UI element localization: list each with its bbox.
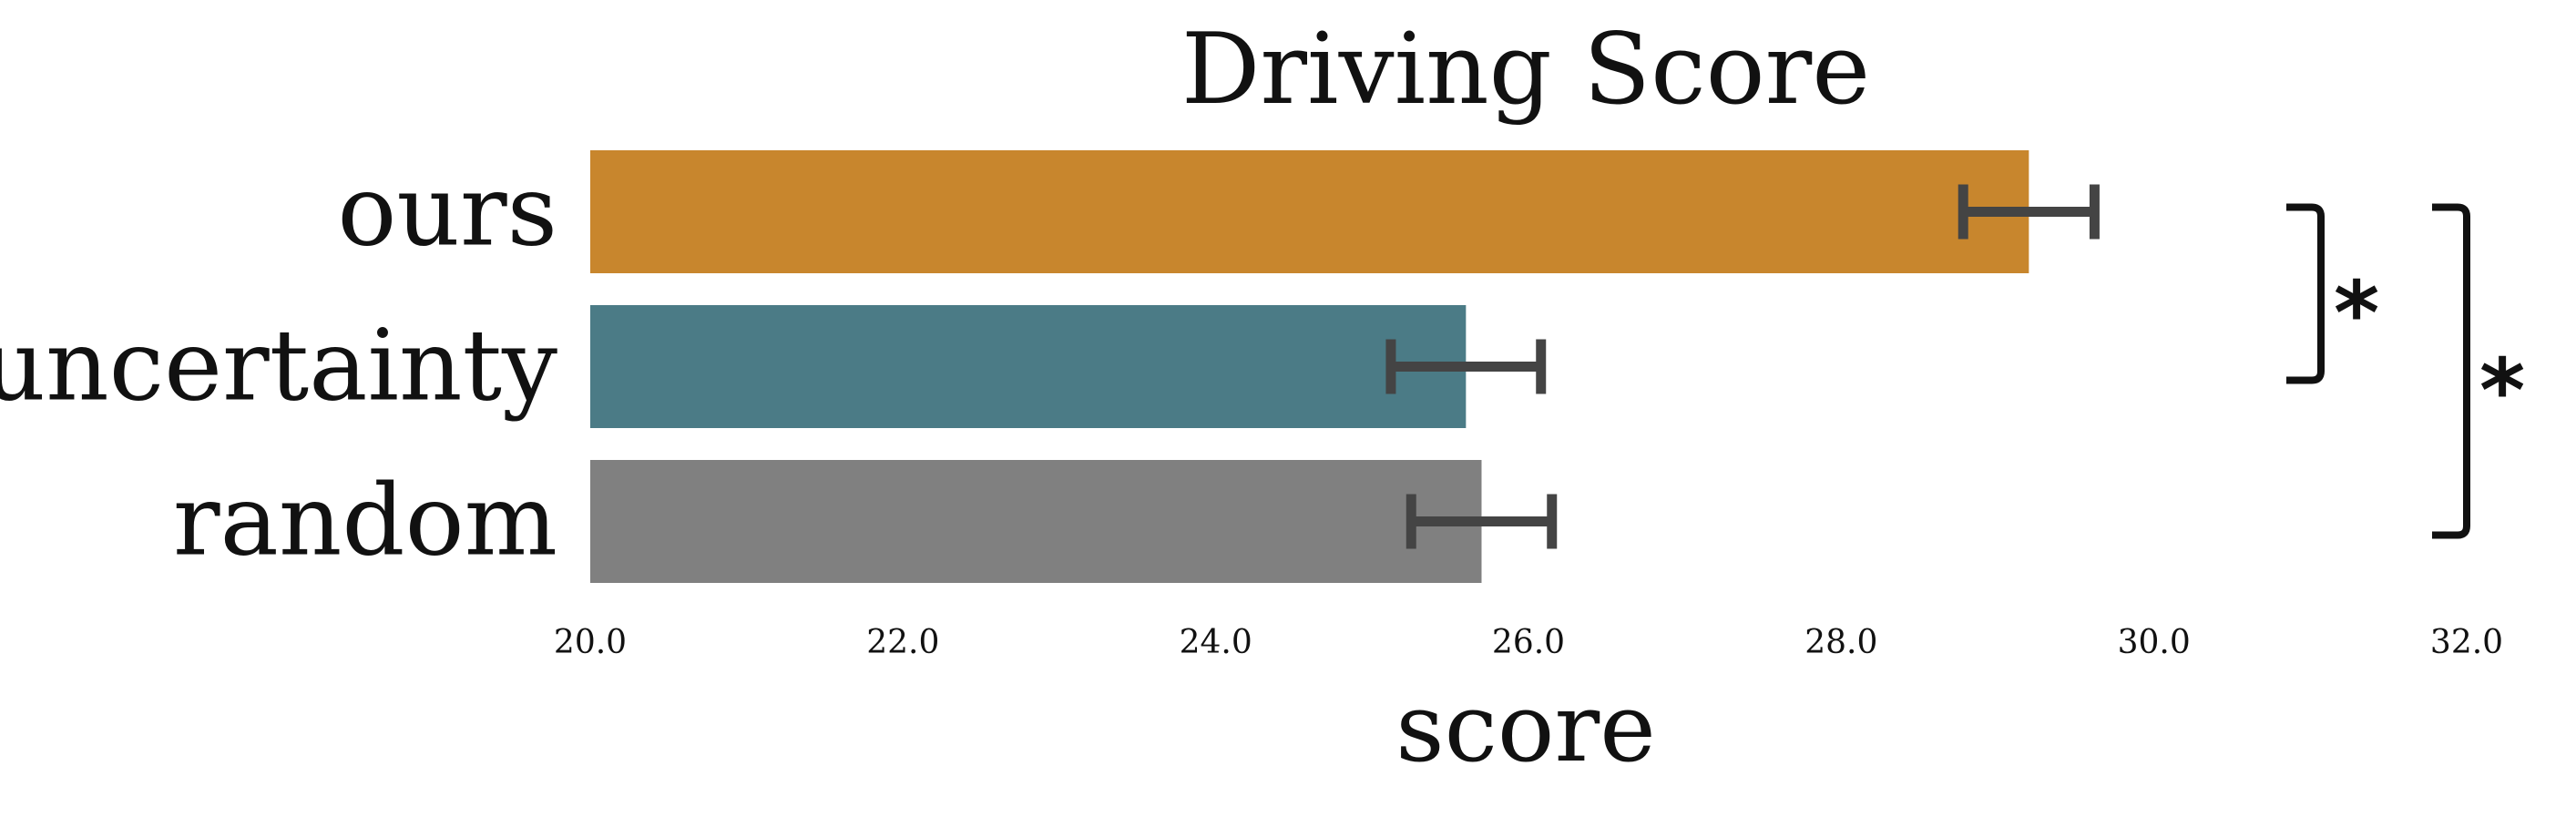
category-label-uncertainty: uncertainty	[0, 310, 557, 424]
x-tick-label: 20.0	[554, 624, 627, 661]
x-tick-labels: 20.0 22.0 24.0 26.0 28.0 30.0 32.0	[554, 624, 2503, 661]
significance-star: *	[2479, 341, 2525, 443]
significance-brackets: **	[2286, 203, 2525, 539]
error-bars	[1385, 184, 2100, 549]
category-label-random: random	[173, 465, 557, 578]
bar-ours	[590, 150, 2029, 273]
chart-title: Driving Score	[1181, 13, 1870, 127]
x-axis-label: score	[1395, 672, 1656, 783]
bar-random	[590, 460, 1482, 583]
significance-bracket-ours-random: *	[2432, 203, 2525, 539]
x-tick-label: 30.0	[2118, 624, 2191, 661]
x-tick-label: 26.0	[1492, 624, 1565, 661]
x-tick-label: 22.0	[866, 624, 939, 661]
category-label-ours: ours	[337, 155, 557, 269]
error-bar-ours	[1958, 184, 2100, 240]
category-labels: ours uncertainty random	[0, 155, 557, 578]
error-bar-random	[1406, 494, 1558, 549]
significance-star: *	[2334, 263, 2379, 365]
x-tick-label: 28.0	[1804, 624, 1877, 661]
error-bar-uncertainty	[1385, 339, 1547, 394]
bar-uncertainty	[590, 305, 1467, 428]
x-tick-label: 24.0	[1180, 624, 1252, 661]
x-tick-label: 32.0	[2430, 624, 2503, 661]
bars-layer	[590, 150, 2029, 583]
significance-bracket-ours-uncertainty: *	[2286, 203, 2379, 384]
